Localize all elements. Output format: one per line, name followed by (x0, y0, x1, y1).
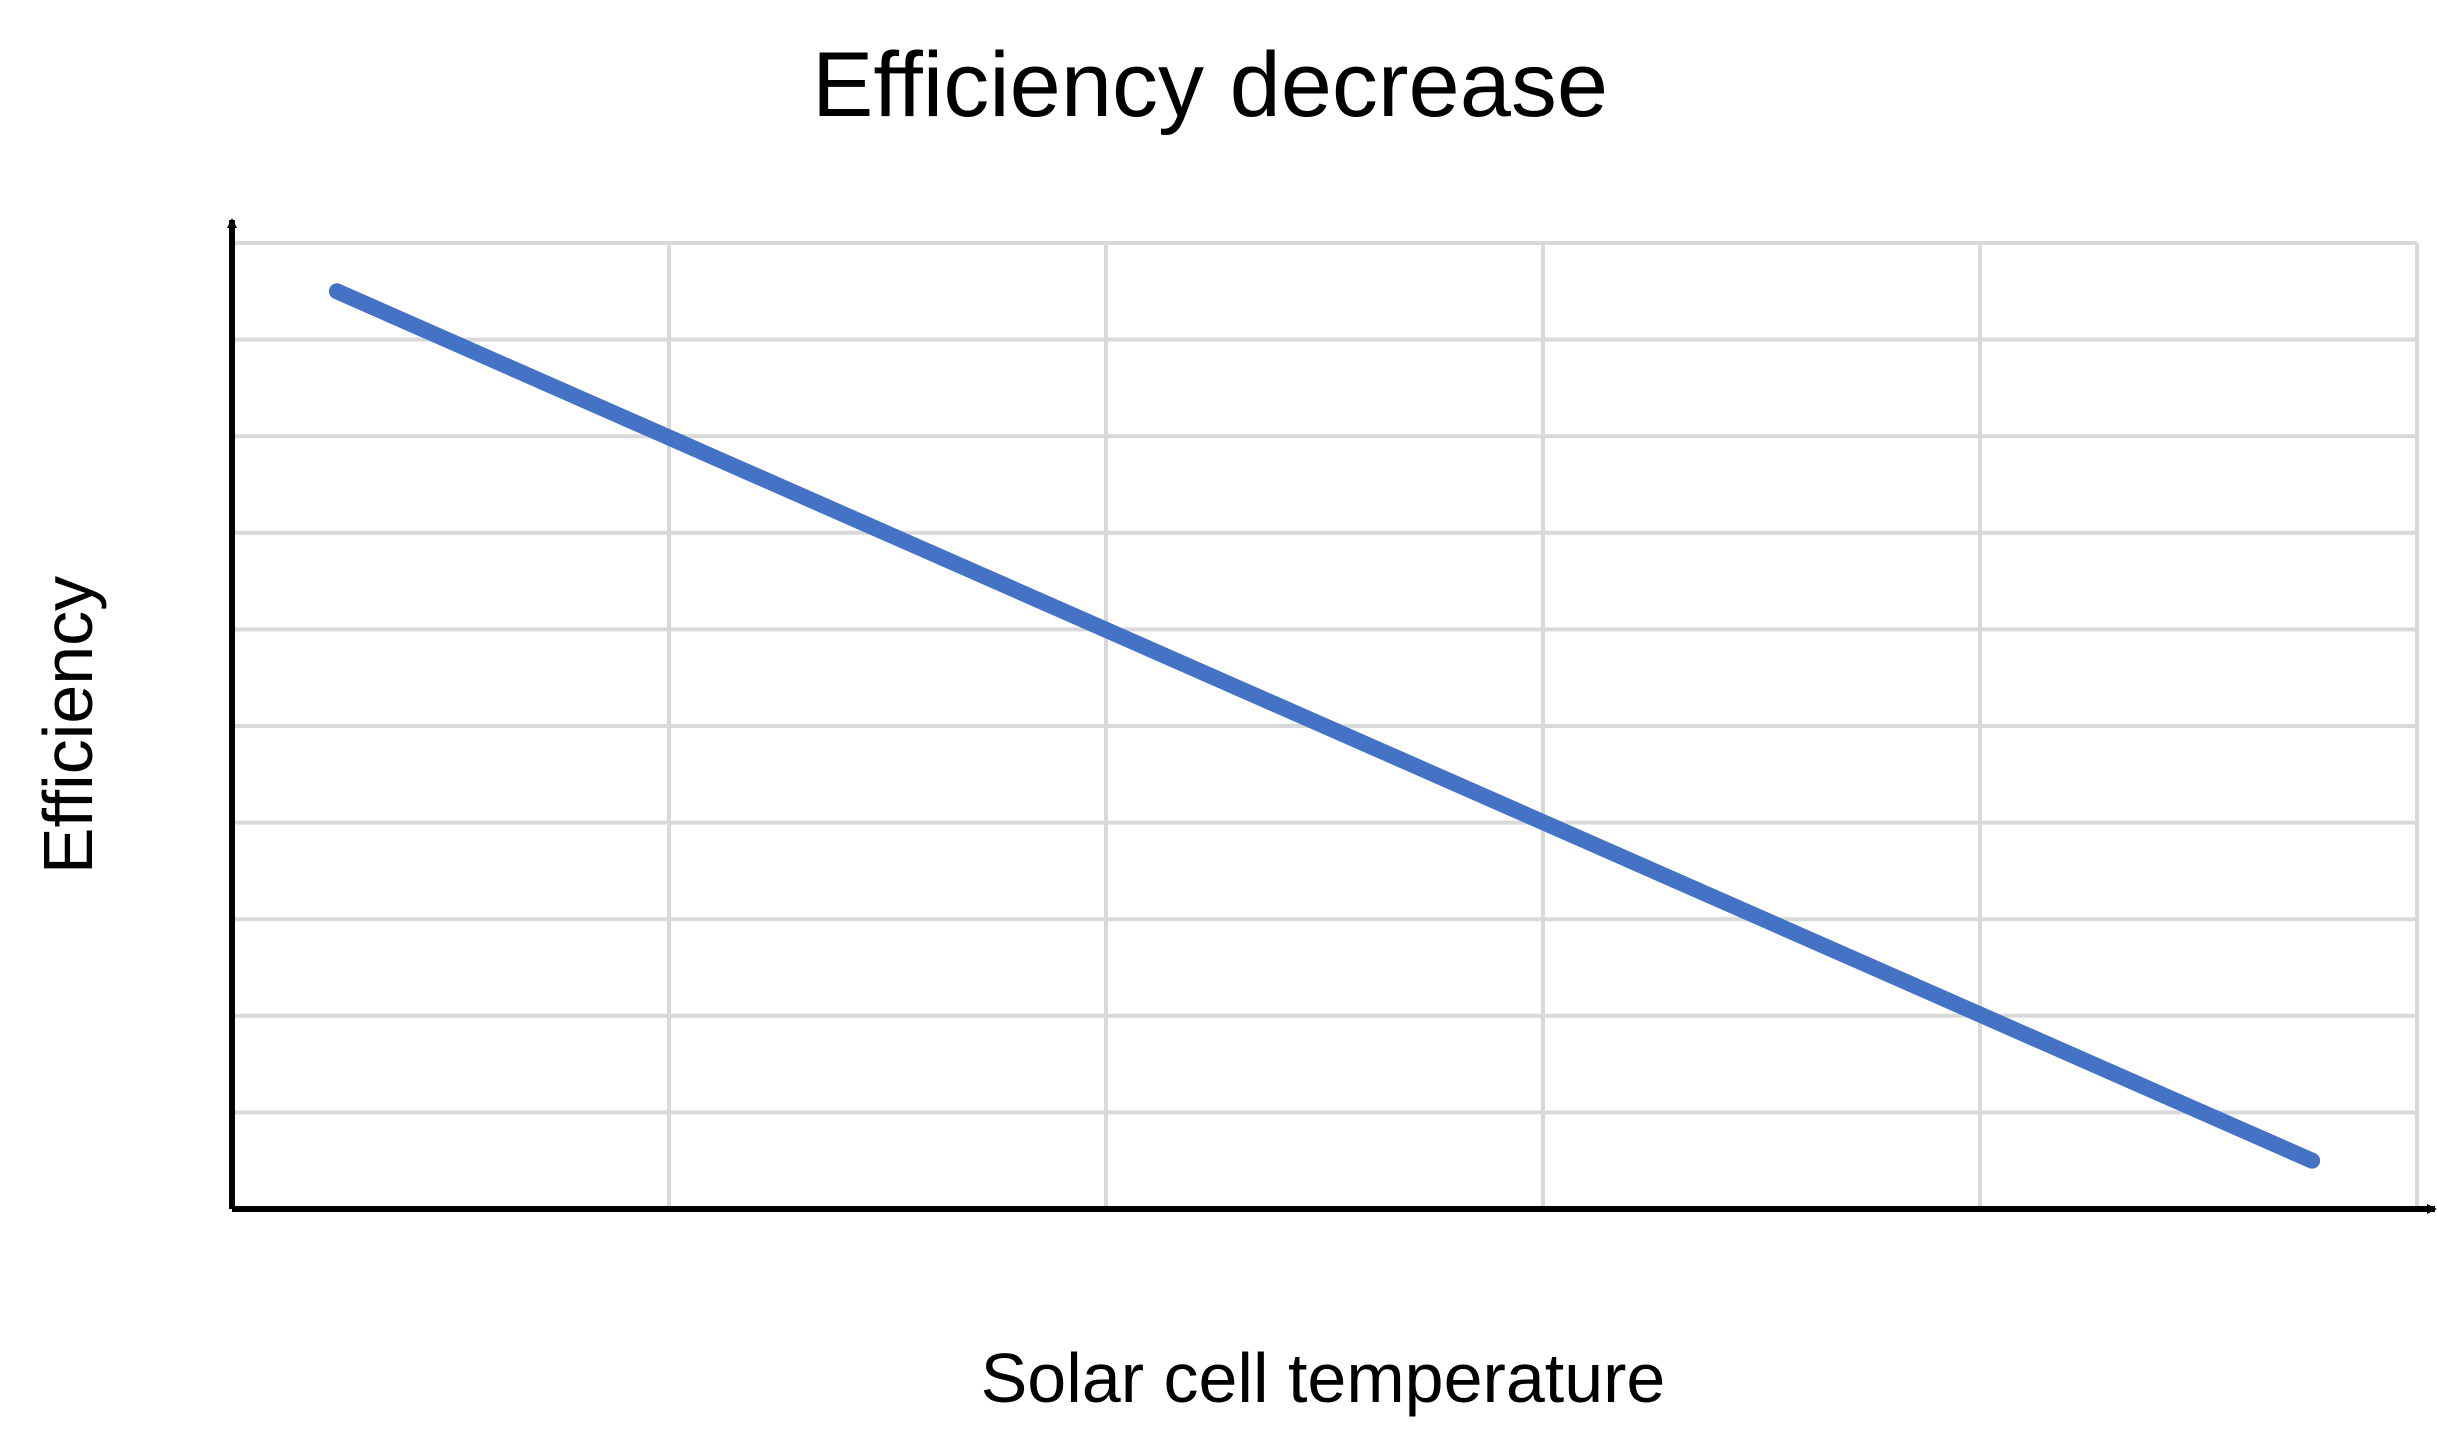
y-axis-label: Efficiency (29, 576, 107, 874)
chart-title: Efficiency decrease (812, 34, 1608, 136)
grid (232, 241, 2419, 1209)
x-axis-label: Solar cell temperature (981, 1339, 1666, 1417)
series-group (328, 283, 2321, 1169)
axes (227, 218, 2437, 1214)
series-line-1 (328, 283, 2321, 1169)
